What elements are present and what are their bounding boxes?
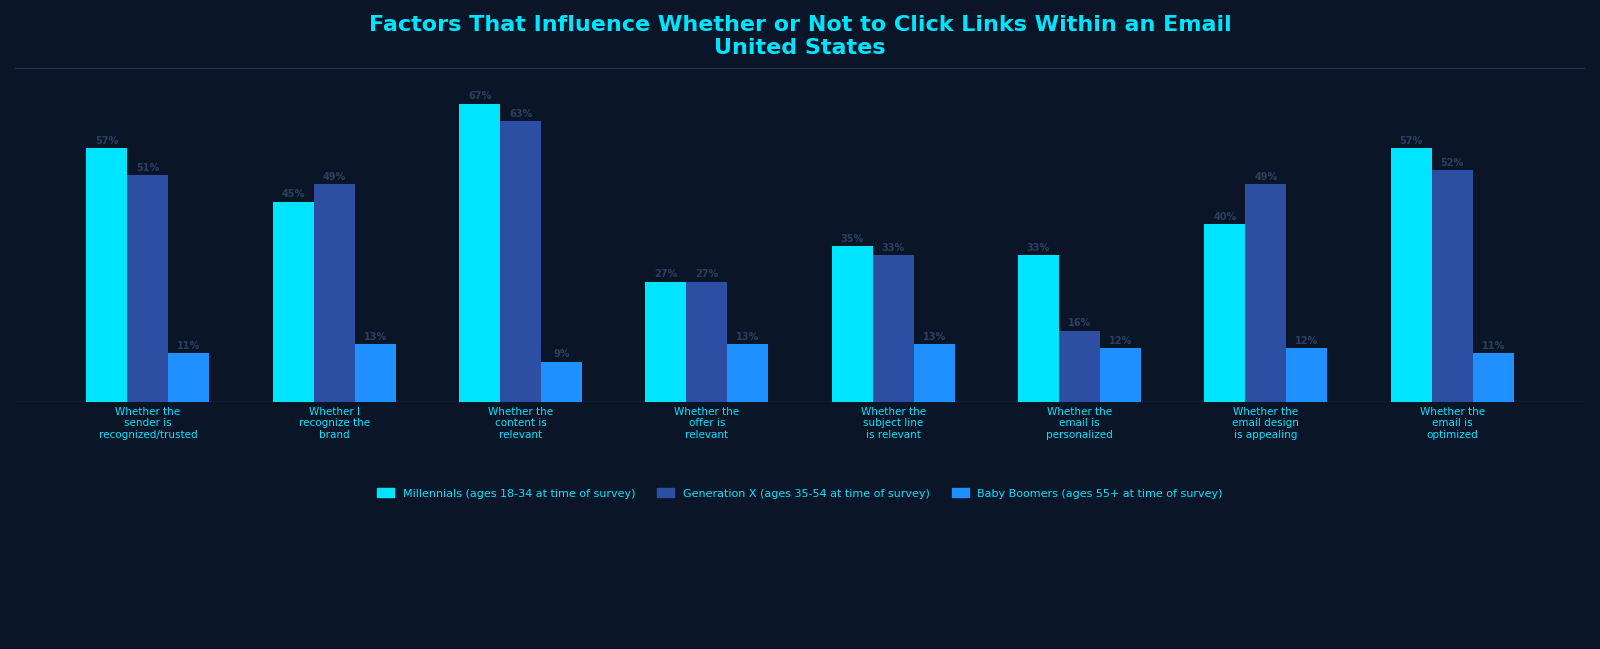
Title: Factors That Influence Whether or Not to Click Links Within an Email
United Stat: Factors That Influence Whether or Not to… [368, 15, 1232, 58]
Text: 27%: 27% [696, 269, 718, 280]
Bar [128, 175, 168, 402]
Bar [872, 255, 914, 402]
Bar [914, 344, 955, 402]
Text: 16%: 16% [1067, 319, 1091, 328]
Bar [1018, 255, 1059, 402]
Bar [1059, 330, 1099, 402]
Text: 11%: 11% [178, 341, 200, 350]
Bar [686, 282, 728, 402]
Bar [1390, 148, 1432, 402]
Text: 57%: 57% [96, 136, 118, 146]
Text: 13%: 13% [736, 332, 760, 342]
Bar [86, 148, 128, 402]
Text: 67%: 67% [467, 92, 491, 101]
Text: 9%: 9% [554, 350, 570, 360]
Text: 35%: 35% [840, 234, 864, 244]
Text: 51%: 51% [136, 163, 160, 173]
Bar [355, 344, 395, 402]
Bar [728, 344, 768, 402]
Bar [1286, 349, 1328, 402]
Bar [314, 184, 355, 402]
Bar [501, 121, 541, 402]
Text: 11%: 11% [1482, 341, 1504, 350]
Text: 33%: 33% [1027, 243, 1050, 252]
Text: 12%: 12% [1109, 336, 1133, 346]
Text: 45%: 45% [282, 190, 306, 199]
Bar [1099, 349, 1141, 402]
Bar [645, 282, 686, 402]
Bar [832, 246, 872, 402]
Bar [459, 104, 501, 402]
Bar [1245, 184, 1286, 402]
Text: 49%: 49% [323, 171, 346, 182]
Text: 13%: 13% [363, 332, 387, 342]
Bar [168, 353, 210, 402]
Text: 27%: 27% [654, 269, 677, 280]
Text: 49%: 49% [1254, 171, 1277, 182]
Bar [1472, 353, 1514, 402]
Text: 63%: 63% [509, 109, 533, 119]
Bar [1432, 171, 1472, 402]
Bar [541, 361, 582, 402]
Bar [1205, 224, 1245, 402]
Bar [272, 202, 314, 402]
Text: 13%: 13% [923, 332, 946, 342]
Text: 40%: 40% [1213, 212, 1237, 221]
Text: 12%: 12% [1294, 336, 1318, 346]
Text: 52%: 52% [1440, 158, 1464, 168]
Legend: Millennials (ages 18-34 at time of survey), Generation X (ages 35-54 at time of : Millennials (ages 18-34 at time of surve… [373, 484, 1227, 503]
Text: 33%: 33% [882, 243, 904, 252]
Text: 57%: 57% [1400, 136, 1422, 146]
